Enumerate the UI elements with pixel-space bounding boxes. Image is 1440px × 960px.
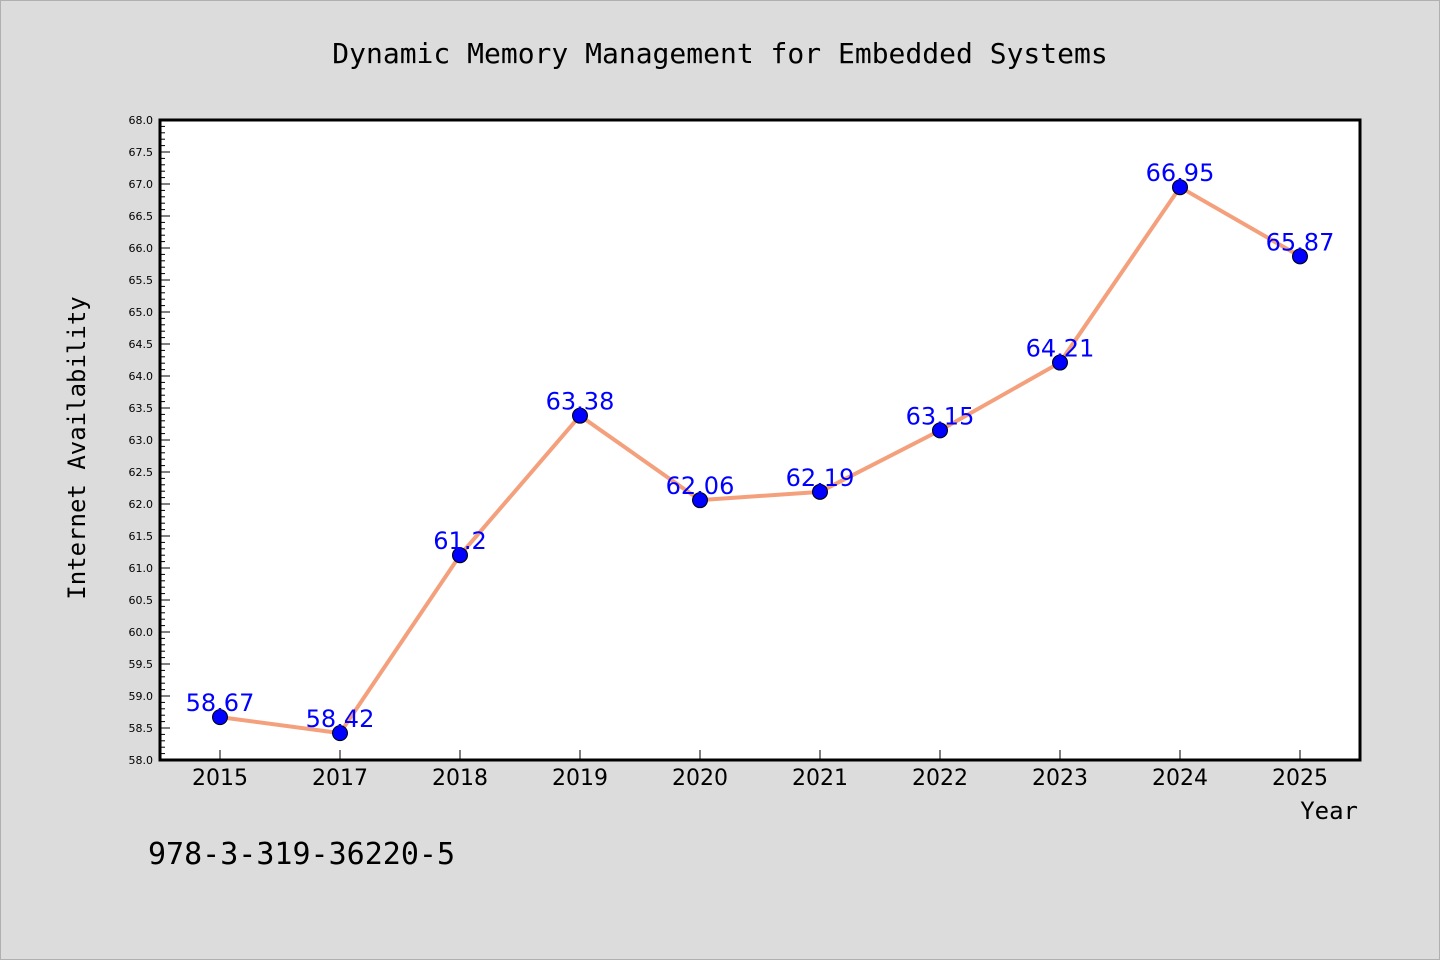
data-label: 65.87 <box>1266 228 1335 256</box>
data-point <box>212 709 228 726</box>
y-tick-label: 60.0 <box>129 626 154 639</box>
x-tick-label: 2021 <box>792 766 848 791</box>
data-label: 62.19 <box>786 464 855 492</box>
y-tick-label: 60.5 <box>129 594 154 607</box>
data-label: 62.06 <box>666 472 735 500</box>
x-axis-ticks: 2015 2017 2018 2019 2020 2021 2022 2023 2024 2025 <box>192 750 1328 791</box>
y-tick-label: 59.0 <box>129 690 154 703</box>
y-tick-label: 63.0 <box>129 434 154 447</box>
x-tick-label: 2022 <box>912 766 968 791</box>
y-tick-label: 67.0 <box>129 178 154 191</box>
y-tick-label: 65.5 <box>129 274 154 287</box>
x-tick-label: 2015 <box>192 766 248 791</box>
x-tick-label: 2023 <box>1032 766 1088 791</box>
plot-area <box>160 120 1360 760</box>
y-tick-label: 62.0 <box>129 498 154 511</box>
x-tick-label: 2024 <box>1152 766 1208 791</box>
y-axis-title: Internet Availability <box>63 296 91 599</box>
y-tick-label: 58.5 <box>129 722 154 735</box>
y-tick-label: 64.0 <box>129 370 154 383</box>
y-tick-label: 62.5 <box>129 466 154 479</box>
data-point <box>572 407 588 424</box>
data-point <box>812 483 828 500</box>
data-markers <box>212 179 1308 742</box>
data-point <box>1172 179 1188 196</box>
plot-frame <box>158 118 1362 762</box>
y-tick-label: 65.0 <box>129 306 154 319</box>
data-label: 58.67 <box>186 689 255 717</box>
y-tick-label: 64.5 <box>129 338 154 351</box>
isbn-text: 978-3-319-36220-5 <box>148 837 455 872</box>
y-tick-label: 59.5 <box>129 658 154 671</box>
y-tick-label: 66.0 <box>129 242 154 255</box>
data-label: 64.21 <box>1026 335 1095 363</box>
data-label: 58.42 <box>306 705 375 733</box>
y-tick-label: 58.0 <box>129 754 154 767</box>
y-tick-label: 67.5 <box>129 146 154 159</box>
data-label: 66.95 <box>1146 159 1215 187</box>
data-point <box>692 492 708 509</box>
y-tick-label: 61.5 <box>129 530 154 543</box>
data-point <box>1052 354 1068 371</box>
data-label: 63.38 <box>546 388 615 416</box>
y-tick-label: 66.5 <box>129 210 154 223</box>
x-tick-label: 2018 <box>432 766 488 791</box>
data-labels: 58.67 58.42 61.2 63.38 62.06 62.19 63.15 64.21 6… <box>186 159 1335 733</box>
x-tick-label: 2019 <box>552 766 608 791</box>
data-point <box>332 725 348 742</box>
x-axis-title: Year <box>1300 797 1358 825</box>
y-tick-label: 68.0 <box>129 114 154 127</box>
series-line <box>219 185 1301 736</box>
chart-title: Dynamic Memory Management for Embedded S… <box>332 37 1107 70</box>
x-tick-label: 2020 <box>672 766 728 791</box>
data-point <box>452 547 468 564</box>
y-tick-label: 61.0 <box>129 562 154 575</box>
data-label: 63.15 <box>906 402 975 430</box>
x-tick-label: 2025 <box>1272 766 1328 791</box>
y-tick-label: 63.5 <box>129 402 154 415</box>
data-point <box>1292 248 1308 265</box>
data-label: 61.2 <box>433 527 486 555</box>
data-point <box>932 422 948 439</box>
x-tick-label: 2017 <box>312 766 368 791</box>
